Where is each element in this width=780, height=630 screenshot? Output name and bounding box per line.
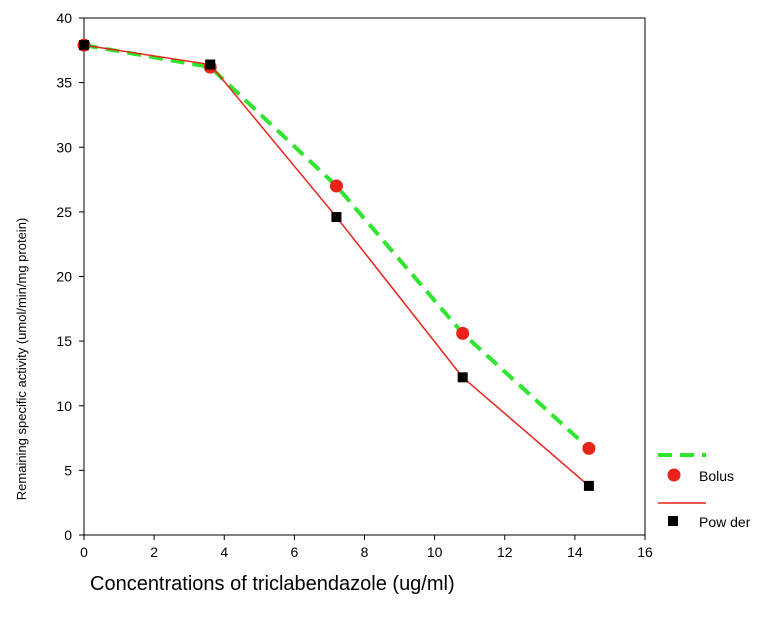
x-axis-label: Concentrations of triclabendazole (ug/ml…	[90, 573, 455, 595]
x-tick-label: 8	[361, 544, 369, 560]
y-tick-label: 15	[56, 333, 72, 349]
data-point-bolus	[329, 179, 343, 193]
series-line-bolus	[83, 43, 591, 450]
data-point-powder	[583, 480, 594, 491]
series-line-powder	[83, 44, 590, 487]
legend: Bolus Pow der	[658, 453, 751, 530]
axes: 0 2 4 6 8 10 12 14 16 0 5 10 15 20 25 30 35 40	[56, 10, 653, 560]
y-tick-label: 40	[56, 10, 72, 26]
y-tick-label: 30	[56, 139, 72, 155]
x-tick-label: 16	[637, 544, 653, 560]
legend-label-powder: Pow der	[699, 514, 751, 530]
data-point-powder	[457, 372, 468, 383]
data-point-powder	[79, 40, 89, 51]
y-tick-label: 5	[64, 462, 72, 478]
x-tick-label: 6	[290, 544, 298, 560]
data-point-bolus	[456, 326, 470, 340]
data-point-powder	[331, 212, 342, 223]
y-tick-label: 25	[56, 204, 72, 220]
x-tick-label: 12	[497, 544, 513, 560]
x-tick-label: 14	[567, 544, 583, 560]
y-tick-label: 20	[56, 269, 72, 285]
series-layer	[77, 38, 596, 491]
data-point-bolus	[582, 441, 596, 455]
data-point-powder	[205, 59, 216, 70]
x-tick-label: 2	[150, 544, 158, 560]
legend-marker-powder	[668, 516, 678, 526]
legend-label-bolus: Bolus	[699, 468, 734, 484]
x-tick-label: 10	[427, 544, 443, 560]
plot-frame	[83, 17, 646, 536]
x-tick-label: 0	[80, 544, 88, 560]
legend-marker-bolus	[667, 468, 681, 482]
y-tick-label: 10	[56, 398, 72, 414]
y-tick-label: 0	[64, 527, 72, 543]
x-tick-label: 4	[220, 544, 228, 560]
y-axis-label: Remaining specific activity (umol/min/mg…	[14, 218, 29, 500]
y-tick-label: 35	[56, 75, 72, 91]
